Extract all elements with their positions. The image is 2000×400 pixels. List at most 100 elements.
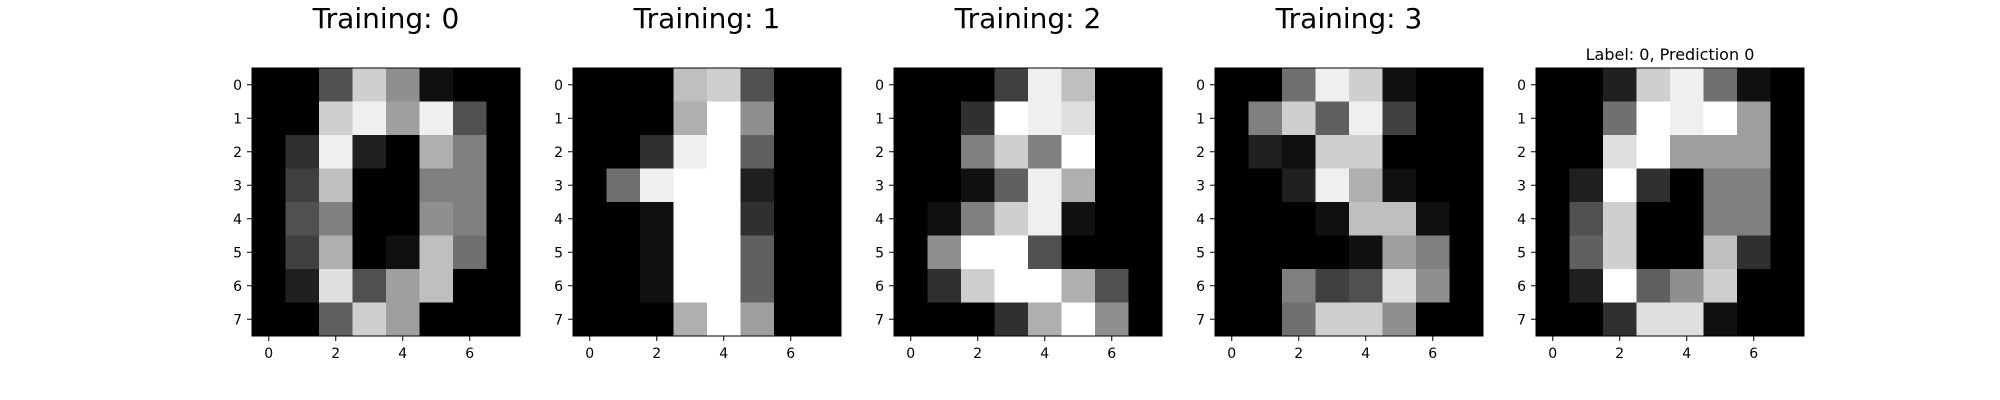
pixel-cell (640, 235, 674, 270)
pixel-cell (419, 269, 454, 303)
pixel-cell (707, 168, 741, 203)
pixel-cell (707, 269, 741, 303)
pixel-cell (1603, 202, 1637, 236)
pixel-cell (1382, 135, 1417, 169)
pixel-cell (774, 168, 808, 203)
pixel-cell (1737, 235, 1771, 270)
pixel-cell (994, 135, 1029, 169)
pixel-cell (252, 135, 286, 169)
pixel-cell (453, 135, 487, 169)
digit-panel-2: Training: 2 0 1 2 3 4 5 6 7 0 2 4 6 (875, 2, 1163, 362)
pixel-cell (486, 202, 521, 236)
pixel-cell (1449, 302, 1484, 337)
pixel-cell (1603, 302, 1637, 337)
pixel-cell (573, 269, 607, 303)
pixel-cell (807, 168, 842, 203)
pixel-cell (673, 202, 708, 236)
pixel-cell (285, 101, 320, 136)
pixel-cell (994, 68, 1029, 102)
pixel-cell (1670, 269, 1704, 303)
pixel-cell (1569, 202, 1604, 236)
pixel-cell (1282, 135, 1316, 169)
pixel-cell (453, 235, 487, 270)
pixel-cell (740, 302, 775, 337)
pixel-cell (894, 235, 928, 270)
pixel-cell (1670, 168, 1704, 203)
pixel-cell (1636, 101, 1671, 136)
pixel-cell (1416, 135, 1450, 169)
pixel-cell (807, 101, 842, 136)
pixel-cell (319, 202, 353, 236)
pixel-cell (1603, 68, 1637, 102)
pixel-cell (740, 168, 775, 203)
pixel-cell (1603, 235, 1637, 270)
pixel-cell (486, 68, 521, 102)
pixel-cell (1536, 235, 1570, 270)
pixel-cell (1028, 202, 1062, 236)
pixel-cell (606, 135, 641, 169)
pixel-cell (606, 168, 641, 203)
pixel-cell (606, 302, 641, 337)
pixel-cell (894, 269, 928, 303)
x-tick-label: 0 (906, 346, 915, 362)
pixel-cell (1770, 302, 1805, 337)
pixel-cell (1569, 135, 1604, 169)
y-tick-label: 5 (875, 245, 884, 261)
pixel-cell (1770, 269, 1805, 303)
pixel-cell (573, 168, 607, 203)
pixel-cell (1028, 135, 1062, 169)
pixel-cell (1536, 168, 1570, 203)
pixel-cell (961, 302, 995, 337)
pixel-cell (386, 202, 420, 236)
panel-title: Training: 3 (1275, 2, 1423, 35)
pixel-cell (774, 135, 808, 169)
pixel-cell (774, 68, 808, 102)
pixel-cell (1128, 168, 1163, 203)
pixel-cell (1215, 68, 1249, 102)
y-tick-label: 3 (233, 178, 242, 194)
pixel-cell (994, 269, 1029, 303)
pixel-cell (252, 68, 286, 102)
pixel-cell (1248, 269, 1283, 303)
pixel-cell (1382, 101, 1417, 136)
pixel-cell (252, 269, 286, 303)
pixel-cell (1603, 269, 1637, 303)
pixel-cell (640, 68, 674, 102)
pixel-cell (640, 202, 674, 236)
pixel-cell (285, 202, 320, 236)
pixel-cell (1636, 302, 1671, 337)
pixel-cell (1028, 302, 1062, 337)
pixel-cell (1737, 68, 1771, 102)
pixel-cell (1603, 135, 1637, 169)
panel-title: Training: 1 (633, 2, 781, 35)
y-tick-label: 5 (554, 245, 563, 261)
axes-frame (251, 67, 521, 337)
pixel-cell (740, 101, 775, 136)
pixel-cell (1382, 202, 1417, 236)
pixel-cell (894, 202, 928, 236)
y-tick-label: 3 (1517, 178, 1526, 194)
pixel-cell (573, 302, 607, 337)
pixel-cell (1569, 68, 1604, 102)
pixel-cell (740, 135, 775, 169)
pixel-cell (894, 168, 928, 203)
pixel-cell (774, 302, 808, 337)
pixel-cell (1315, 235, 1350, 270)
x-tick-label: 4 (719, 346, 728, 362)
pixel-cell (1349, 68, 1383, 102)
pixel-cell (1248, 202, 1283, 236)
pixel-cell (285, 68, 320, 102)
pixel-cell (1349, 168, 1383, 203)
pixel-cell (1703, 235, 1738, 270)
pixel-cell (1670, 101, 1704, 136)
pixel-cell (606, 68, 641, 102)
pixel-cell (961, 269, 995, 303)
pixel-cell (419, 135, 454, 169)
pixel-cell (1382, 302, 1417, 337)
pixel-cell (1061, 101, 1096, 136)
pixel-cell (1416, 235, 1450, 270)
pixel-cell (1248, 68, 1283, 102)
pixel-cell (673, 101, 708, 136)
pixel-cell (894, 68, 928, 102)
pixel-cell (1282, 302, 1316, 337)
